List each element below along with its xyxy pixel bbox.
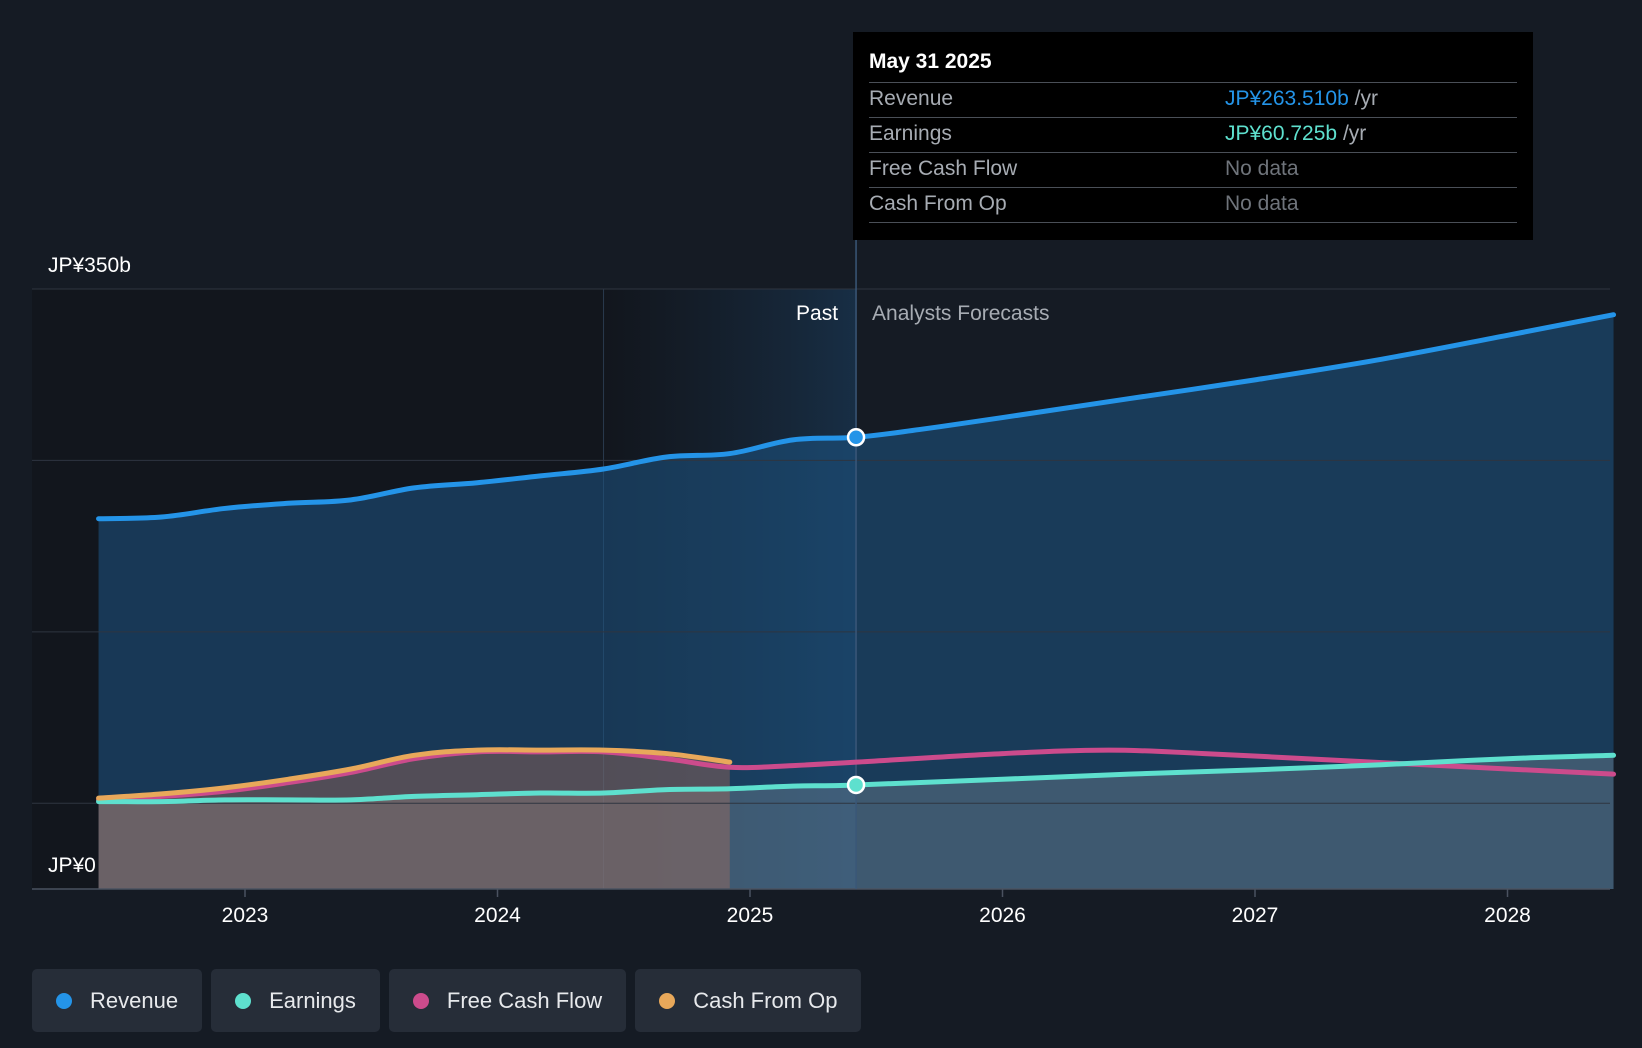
legend-dot-icon (235, 992, 252, 1009)
legend-label: Earnings (269, 987, 356, 1013)
legend: Revenue Earnings Free Cash Flow Cash Fro… (32, 969, 862, 1032)
revenue-line (96, 312, 1617, 522)
legend-item-cash-from-op[interactable]: Cash From Op (635, 969, 862, 1032)
tooltip-value: No data (1225, 157, 1299, 180)
earnings-line (96, 752, 1617, 805)
x-tick-label: 2026 (979, 904, 1026, 927)
tooltip-row-revenue: Revenue JP¥263.510b /yr (869, 83, 1517, 118)
revenue-marker (846, 428, 866, 447)
legend-item-revenue[interactable]: Revenue (32, 969, 203, 1032)
tooltip-label: Cash From Op (869, 192, 1007, 215)
legend-label: Free Cash Flow (446, 987, 603, 1013)
tooltip-row-earnings: Earnings JP¥60.725b /yr (869, 118, 1517, 153)
past-label: Past (796, 302, 838, 325)
tooltip-row-cash-from-op: Cash From Op No data (869, 188, 1517, 223)
legend-item-earnings[interactable]: Earnings (211, 969, 380, 1032)
tooltip: May 31 2025 Revenue JP¥263.510b /yr Earn… (853, 32, 1533, 240)
y-label-bottom: JP¥0 (48, 854, 96, 877)
legend-dot-icon (56, 992, 72, 1009)
legend-item-free-cash-flow[interactable]: Free Cash Flow (388, 969, 627, 1032)
tooltip-label: Revenue (869, 87, 954, 110)
x-tick-label: 2027 (1232, 904, 1279, 927)
x-tick-label: 2023 (222, 904, 269, 927)
tooltip-value: JP¥60.725b (1225, 122, 1338, 145)
legend-label: Revenue (90, 987, 179, 1013)
tooltip-value: JP¥263.510b (1225, 87, 1349, 110)
forecast-label: Analysts Forecasts (872, 302, 1049, 325)
tooltip-row-free-cash-flow: Free Cash Flow No data (869, 153, 1517, 188)
tooltip-unit: /yr (1354, 87, 1378, 110)
free-cash-flow-line (96, 747, 1617, 803)
tooltip-label: Earnings (869, 122, 952, 145)
cash-from-op-line (96, 747, 733, 801)
x-tick-label: 2025 (727, 904, 774, 927)
tooltip-unit: /yr (1342, 122, 1367, 145)
legend-dot-icon (659, 992, 676, 1009)
x-tick-label: 2024 (474, 904, 521, 927)
legend-label: Cash From Op (693, 987, 838, 1013)
tooltip-value: No data (1225, 192, 1299, 215)
legend-dot-icon (412, 992, 429, 1009)
y-label-top: JP¥350b (48, 254, 131, 277)
earnings-marker (846, 775, 866, 795)
tooltip-label: Free Cash Flow (869, 157, 1018, 180)
tooltip-date: May 31 2025 (869, 46, 1517, 83)
x-tick-label: 2028 (1484, 904, 1531, 927)
